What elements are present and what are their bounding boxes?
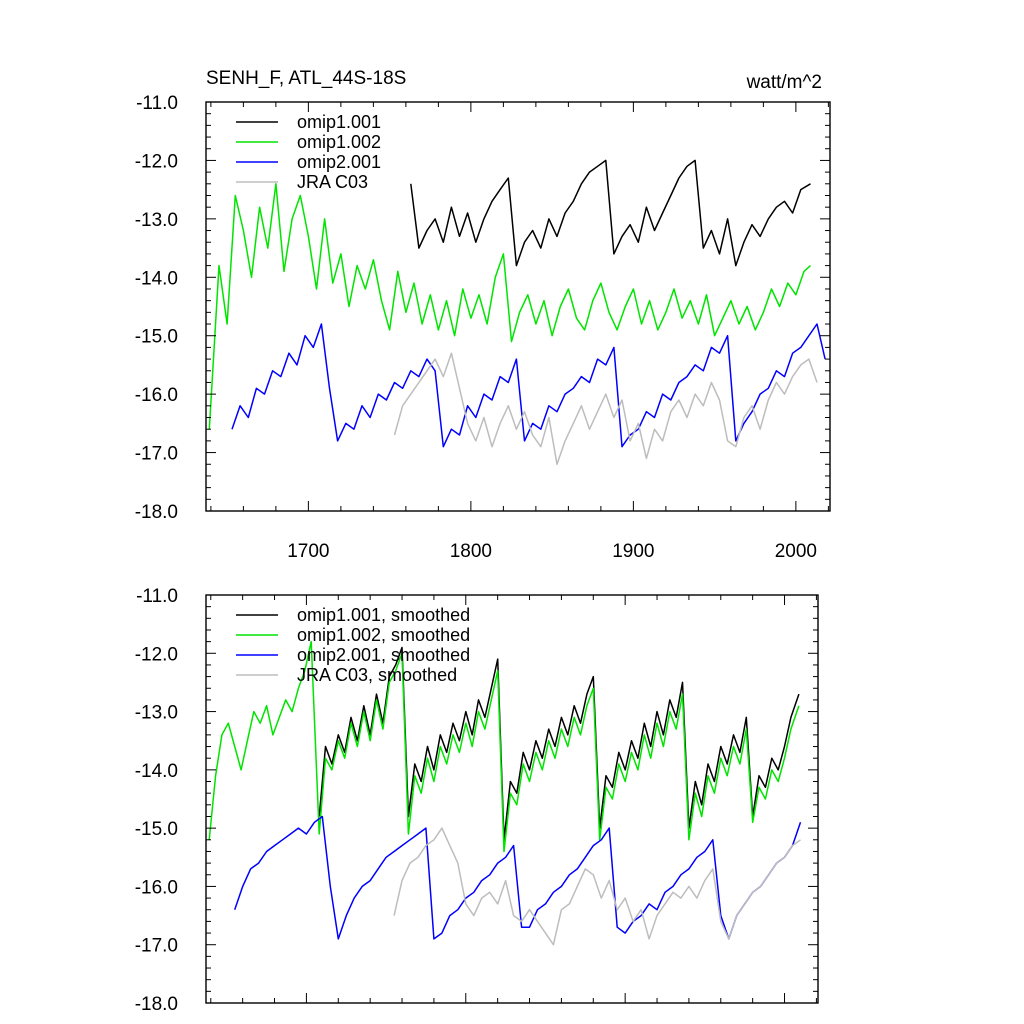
y-tick-label: -18.0 <box>135 994 178 1015</box>
series-line-3 <box>393 827 801 946</box>
legend-label: omip1.002, smoothed <box>297 625 470 645</box>
legend-label: omip1.001, smoothed <box>297 605 470 625</box>
series-line-1 <box>208 640 800 853</box>
legend-label: omip2.001 <box>297 152 381 172</box>
legend-label: omip1.001 <box>297 112 381 132</box>
plot-frame <box>205 594 819 1004</box>
series-line-2 <box>233 815 802 940</box>
series-line-2 <box>231 323 826 448</box>
y-tick-label: -13.0 <box>135 703 178 724</box>
legend-label: JRA C03 <box>297 172 368 192</box>
series-line-0 <box>318 646 800 841</box>
legend-label: omip2.001, smoothed <box>297 645 470 665</box>
legend-label: JRA C03, smoothed <box>297 665 457 685</box>
bottom-panel: -11.0 -12.0 -13.0 -14.0 -15.0 -16.0 -17.0 -18.0… <box>135 586 819 1015</box>
legend-label: omip1.002 <box>297 132 381 152</box>
y-tick-label: -15.0 <box>135 819 178 840</box>
chart-title: SENH_F, ATL_44S-18S <box>206 68 406 89</box>
x-tick-label: 1700 <box>287 541 329 562</box>
y-tick-label: -13.0 <box>135 210 178 231</box>
y-tick-label: -16.0 <box>135 385 178 406</box>
y-tick-label: -15.0 <box>135 327 178 348</box>
units-label: watt/m^2 <box>746 72 822 93</box>
y-tick-label: -17.0 <box>135 936 178 957</box>
x-tick-label: 2000 <box>775 541 817 562</box>
plot-frame <box>205 101 831 512</box>
y-tick-label: -11.0 <box>136 586 178 607</box>
series-line-0 <box>410 159 811 267</box>
y-tick-label: -14.0 <box>135 761 178 782</box>
y-tick-label: -12.0 <box>135 644 178 665</box>
y-tick-label: -14.0 <box>135 268 178 289</box>
y-tick-label: -17.0 <box>135 444 178 465</box>
top-panel: -11.0 -12.0 -13.0 -14.0 -15.0 -16.0 -17.0 -18.0… <box>135 68 831 562</box>
y-tick-label: -11.0 <box>136 93 178 114</box>
y-tick-label: -12.0 <box>135 151 178 172</box>
series-line-3 <box>393 352 818 466</box>
y-tick-label: -18.0 <box>135 502 178 523</box>
y-tick-label: -16.0 <box>135 877 178 898</box>
x-tick-label: 1800 <box>450 541 492 562</box>
series-line-1 <box>208 183 811 430</box>
x-tick-label: 1900 <box>612 541 654 562</box>
